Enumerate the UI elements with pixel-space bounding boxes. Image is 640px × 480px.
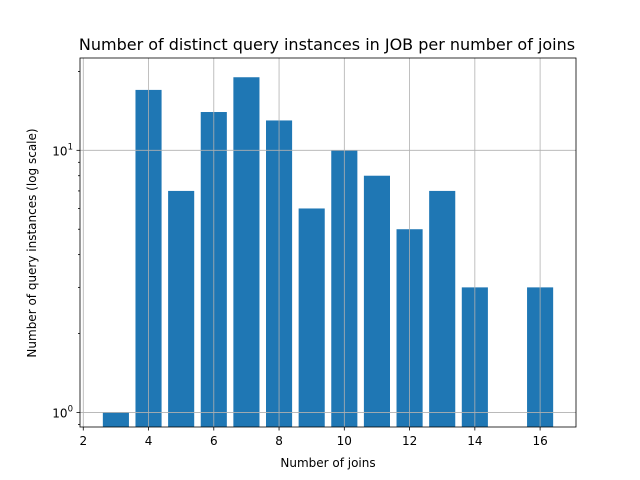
bar-3 — [102, 412, 129, 427]
x-axis-label: Number of joins — [280, 456, 375, 470]
bar-5 — [168, 190, 195, 427]
grid-layer — [80, 58, 576, 427]
y-tick-label-10: 101 — [52, 142, 73, 158]
bar-11 — [363, 175, 390, 427]
x-tick-label-8: 8 — [275, 434, 283, 448]
x-tick-label-2: 2 — [79, 434, 87, 448]
axes-layer: 2 4 6 8 10 12 14 16 100 101 — [52, 57, 577, 448]
x-tick-label-12: 12 — [402, 434, 417, 448]
chart-title: Number of distinct query instances in JO… — [79, 35, 575, 54]
y-axis-label: Number of query instances (log scale) — [25, 128, 39, 357]
x-tick-label-10: 10 — [337, 434, 352, 448]
x-tick-label-6: 6 — [210, 434, 218, 448]
x-tick-label-4: 4 — [145, 434, 153, 448]
x-tick-label-16: 16 — [532, 434, 547, 448]
bar-13 — [429, 190, 456, 427]
y-tick-label-1: 100 — [52, 404, 73, 420]
plot-frame — [79, 57, 577, 428]
bars-layer — [102, 77, 554, 428]
x-tick-label-14: 14 — [467, 434, 482, 448]
bar-9 — [298, 208, 325, 427]
bar-7 — [233, 77, 260, 428]
